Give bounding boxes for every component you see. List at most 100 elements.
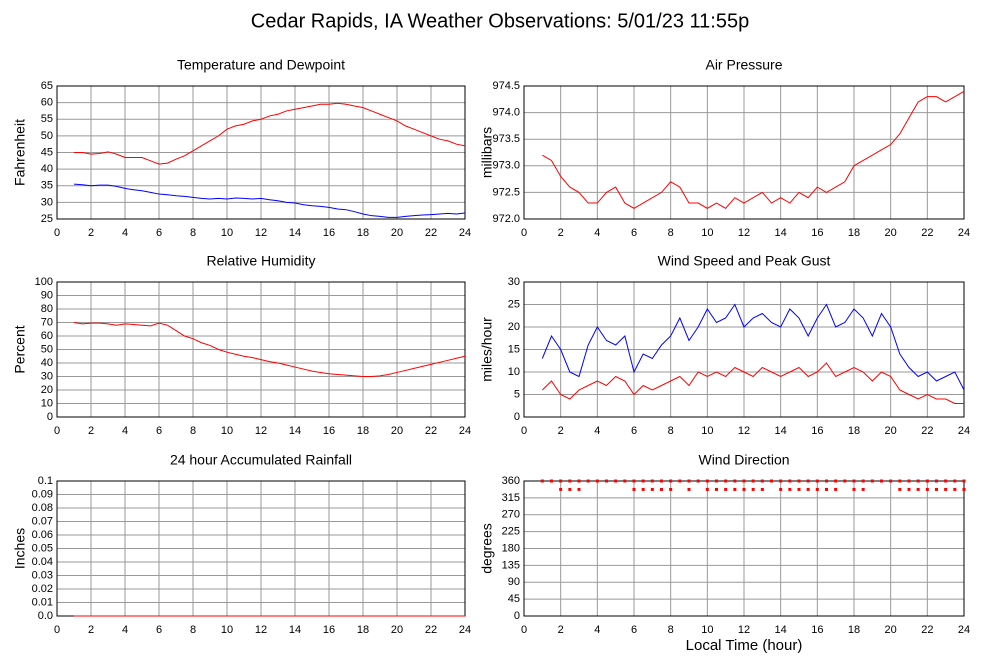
data-point xyxy=(916,479,920,483)
plot-frame xyxy=(523,281,965,418)
data-point xyxy=(660,479,663,483)
x-tick-label: 0 xyxy=(521,227,527,239)
x-tick-label: 10 xyxy=(701,624,713,636)
data-point xyxy=(660,487,663,491)
data-point xyxy=(852,479,856,483)
y-tick-label: 972.0 xyxy=(492,213,520,225)
chart-title: Wind Speed and Peak Gust xyxy=(658,253,831,269)
data-point xyxy=(935,487,938,491)
x-tick-label: 6 xyxy=(631,227,637,239)
x-tick-label: 16 xyxy=(323,624,335,636)
data-point xyxy=(916,487,920,491)
x-tick-label: 20 xyxy=(391,227,403,239)
y-tick-label: 360 xyxy=(502,475,520,487)
x-tick-label: 4 xyxy=(594,624,600,636)
x-tick-label: 18 xyxy=(357,624,369,636)
y-tick-label: 315 xyxy=(502,492,520,504)
x-tick-label: 4 xyxy=(122,624,128,636)
plot-frame xyxy=(56,281,466,418)
x-tick-label: 12 xyxy=(738,227,750,239)
x-tick-label: 16 xyxy=(811,624,823,636)
data-point xyxy=(550,479,553,483)
x-tick-label: 22 xyxy=(921,425,933,437)
y-tick-label: 973.5 xyxy=(492,133,520,145)
y-tick-label: 45 xyxy=(41,146,53,158)
x-tick-label: 8 xyxy=(190,624,196,636)
x-tick-label: 2 xyxy=(88,227,94,239)
data-point xyxy=(834,487,838,491)
data-point xyxy=(650,479,654,483)
x-tick-label: 12 xyxy=(255,624,267,636)
chart-title: Temperature and Dewpoint xyxy=(177,57,345,73)
y-tick-label: 0.03 xyxy=(32,569,53,581)
x-tick-label: 4 xyxy=(594,227,600,239)
y-tick-label: 30 xyxy=(41,370,53,382)
y-tick-label: 25 xyxy=(41,213,53,225)
plot-frame xyxy=(56,85,466,220)
data-point xyxy=(935,479,938,483)
x-tick-label: 14 xyxy=(289,425,301,437)
y-tick-label: 0.08 xyxy=(32,502,53,514)
x-tick-label: 12 xyxy=(255,425,267,437)
data-point xyxy=(733,487,737,491)
y-tick-label: 80 xyxy=(41,303,53,315)
y-axis-label: miles/hour xyxy=(479,317,495,382)
data-point xyxy=(825,479,828,483)
data-point xyxy=(724,479,728,483)
x-tick-label: 10 xyxy=(701,227,713,239)
x-tick-label: 16 xyxy=(811,425,823,437)
x-tick-label: 24 xyxy=(459,624,471,636)
data-point xyxy=(843,479,847,483)
data-point xyxy=(577,487,581,491)
y-tick-label: 0.01 xyxy=(32,596,53,608)
data-point xyxy=(715,479,718,483)
data-point xyxy=(815,479,819,483)
data-point xyxy=(898,479,902,483)
data-point xyxy=(815,487,819,491)
x-tick-label: 12 xyxy=(255,227,267,239)
data-point xyxy=(861,487,865,491)
x-tick-label: 2 xyxy=(88,425,94,437)
data-line xyxy=(541,362,964,404)
x-tick-label: 20 xyxy=(885,624,897,636)
data-point xyxy=(705,487,709,491)
x-tick-label: 20 xyxy=(391,624,403,636)
chart-title: Air Pressure xyxy=(705,57,782,73)
x-tick-label: 6 xyxy=(156,227,162,239)
data-point xyxy=(669,479,673,483)
plot-frame xyxy=(523,85,965,220)
y-tick-label: 0.07 xyxy=(32,515,53,527)
x-tick-label: 20 xyxy=(885,227,897,239)
data-point xyxy=(898,487,902,491)
y-tick-label: 180 xyxy=(502,542,520,554)
y-tick-label: 40 xyxy=(41,357,53,369)
x-tick-label: 0 xyxy=(521,624,527,636)
data-point xyxy=(632,487,636,491)
data-point xyxy=(669,487,673,491)
x-tick-label: 6 xyxy=(631,425,637,437)
y-tick-label: 974.5 xyxy=(492,80,520,92)
x-tick-label: 22 xyxy=(425,425,437,437)
data-point xyxy=(751,487,755,491)
x-tick-label: 4 xyxy=(122,425,128,437)
y-tick-label: 974.0 xyxy=(492,107,520,119)
data-point xyxy=(623,479,627,483)
data-point xyxy=(962,479,966,483)
x-tick-label: 24 xyxy=(958,425,970,437)
x-tick-label: 8 xyxy=(190,425,196,437)
data-point xyxy=(861,479,865,483)
data-point xyxy=(925,487,929,491)
y-tick-label: 0.04 xyxy=(32,556,53,568)
y-tick-label: 20 xyxy=(41,384,53,396)
x-tick-label: 18 xyxy=(848,624,860,636)
data-point xyxy=(751,479,755,483)
data-line xyxy=(74,102,466,165)
x-tick-label: 8 xyxy=(668,425,674,437)
y-tick-label: 0 xyxy=(514,610,520,622)
data-point xyxy=(742,487,746,491)
y-tick-label: 0 xyxy=(47,411,53,423)
data-point xyxy=(540,479,544,483)
y-tick-label: 135 xyxy=(502,559,520,571)
